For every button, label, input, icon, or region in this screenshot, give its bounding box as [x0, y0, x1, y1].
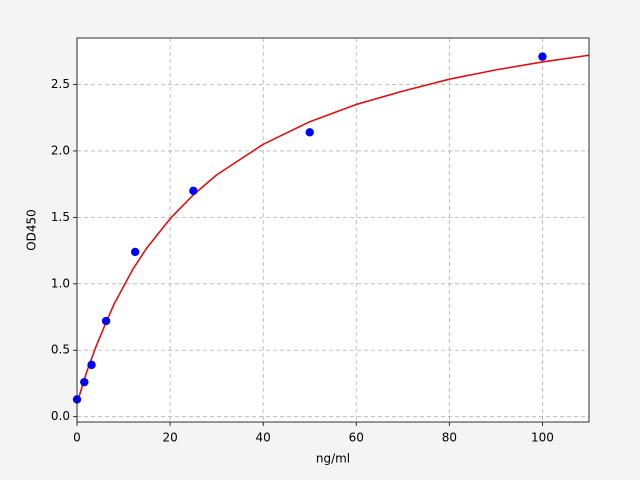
y-tick-label: 1.0 — [51, 276, 70, 290]
x-axis-label: ng/ml — [316, 452, 350, 466]
x-tick-label: 20 — [162, 431, 177, 445]
data-point — [305, 128, 314, 137]
y-tick-label: 2.5 — [51, 77, 70, 91]
y-tick-label: 0.0 — [51, 409, 70, 423]
plot-frame — [76, 37, 590, 423]
y-axis-label: OD450 — [25, 209, 39, 251]
x-tick-label: 40 — [256, 431, 271, 445]
data-point — [130, 247, 140, 257]
y-tick-label: 0.5 — [51, 343, 70, 357]
data-point — [189, 186, 198, 196]
y-tick-label: 1.5 — [51, 210, 70, 224]
data-point — [101, 316, 111, 326]
data-point — [538, 52, 547, 61]
plot-area — [77, 38, 589, 422]
x-tick-label: 0 — [73, 431, 81, 445]
data-point — [80, 377, 89, 387]
x-tick-label: 100 — [531, 431, 554, 445]
y-tick-label: 2.0 — [51, 143, 70, 157]
x-tick-label: 80 — [442, 431, 457, 445]
data-point — [87, 360, 96, 370]
x-tick-label: 60 — [349, 431, 364, 445]
